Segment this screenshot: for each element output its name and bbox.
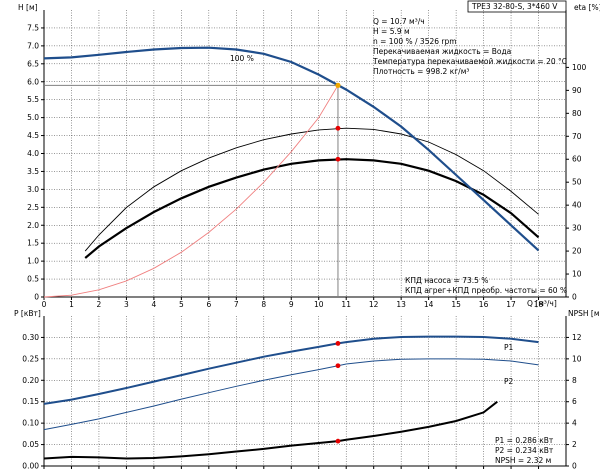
- x-tick-label: 16: [479, 300, 489, 309]
- x-tick-label: 18: [534, 300, 544, 309]
- npsh-tick-label: 6: [572, 397, 577, 406]
- p-tick-label: 0.00: [22, 462, 39, 471]
- p1-value-text: P1 = 0.286 кВт: [495, 436, 554, 445]
- pump-model-label: TPE3 32-80-S, 3*460 V: [471, 2, 558, 11]
- x-tick-label: 14: [424, 300, 434, 309]
- p1-curve-label: P1: [504, 343, 514, 352]
- npsh-value-text: NPSH = 2.32 м: [495, 456, 551, 465]
- x-tick-label: 5: [179, 300, 184, 309]
- eta-axis-label: eta [%]: [574, 3, 600, 12]
- info-head: H = 5.9 м: [373, 27, 410, 36]
- x-tick-label: 0: [42, 300, 47, 309]
- h-tick-label: 4.5: [27, 131, 39, 140]
- flow-axis-label: Q [м³/ч]: [527, 299, 557, 308]
- eta-tick-label: 70: [572, 132, 582, 141]
- h-tick-label: 0.5: [27, 275, 39, 284]
- p2-curve: [43, 358, 539, 431]
- npsh-curve: [43, 400, 498, 460]
- info-speed: n = 100 % / 3526 rpm: [373, 37, 457, 46]
- info-flow: Q = 10.7 м³/ч: [373, 17, 425, 26]
- power-info-block: P1 = 0.286 кВт P2 = 0.234 кВт NPSH = 2.3…: [495, 436, 554, 465]
- eta-tick-label: 0: [572, 293, 577, 302]
- x-tick-label: 1: [69, 300, 74, 309]
- eta-tick-label: 30: [572, 224, 582, 233]
- x-tick-label: 6: [206, 300, 211, 309]
- eta-tick-label: 40: [572, 201, 582, 210]
- h-tick-label: 2.0: [27, 221, 39, 230]
- x-tick-label: 12: [369, 300, 379, 309]
- eta-tick-label: 10: [572, 270, 582, 279]
- x-tick-label: 7: [234, 300, 239, 309]
- h-tick-label: 4.0: [27, 149, 39, 158]
- eta-tick-label: 90: [572, 86, 582, 95]
- duty-point-p1: [335, 341, 341, 346]
- h-tick-label: 3.5: [27, 167, 39, 176]
- h-tick-label: 1.5: [27, 239, 39, 248]
- npsh-tick-label: 10: [572, 354, 582, 363]
- unit-efficiency-text: КПД агрег+КПД преобр. частоты = 60 %: [405, 286, 567, 295]
- npsh-tick-label: 4: [572, 419, 577, 428]
- npsh-tick-label: 0: [572, 462, 577, 471]
- p-tick-label: 0.05: [22, 440, 39, 449]
- h-tick-label: 0: [34, 293, 39, 302]
- p-tick-label: 0.15: [22, 397, 39, 406]
- pump-efficiency-curve: [84, 127, 539, 252]
- p1-curve: [43, 335, 539, 405]
- h-tick-label: 2.5: [27, 203, 39, 212]
- h-tick-label: 3.0: [27, 185, 39, 194]
- unit-efficiency-curve: [84, 158, 540, 259]
- info-temperature: Температура перекачиваемой жидкости = 20…: [372, 57, 567, 66]
- info-density: Плотность = 998.2 кг/м³: [373, 67, 469, 76]
- h-tick-label: 7.5: [27, 23, 39, 32]
- power-npsh-plot: 0.00 0.05 0.10 0.15 0.20 0.25 0.30 0 2 4 6 8 10 12 P …: [14, 309, 600, 471]
- p-tick-label: 0.25: [22, 354, 39, 363]
- duty-point-pump-efficiency: [335, 125, 341, 131]
- h-tick-label: 5.5: [27, 95, 39, 104]
- head-curve: [43, 46, 540, 252]
- x-tick-label: 13: [396, 300, 406, 309]
- head-axis-label: H [м]: [18, 3, 38, 12]
- h-tick-label: 5.0: [27, 113, 39, 122]
- duty-point-npsh: [335, 438, 341, 444]
- eta-tick-label: 50: [572, 178, 582, 187]
- x-tick-label: 17: [506, 300, 516, 309]
- x-tick-label: 2: [97, 300, 102, 309]
- x-tick-label: 15: [451, 300, 461, 309]
- x-tick-label: 9: [289, 300, 294, 309]
- duty-info-block: Q = 10.7 м³/ч H = 5.9 м n = 100 % / 3526…: [372, 17, 567, 76]
- pump-efficiency-text: КПД насоса = 73.5 %: [405, 276, 488, 285]
- info-liquid: Перекачиваемая жидкость = Вода: [373, 47, 511, 56]
- p-tick-label: 0.10: [22, 419, 39, 428]
- npsh-tick-label: 8: [572, 376, 577, 385]
- eta-tick-label: 100: [572, 63, 587, 72]
- x-tick-label: 10: [314, 300, 324, 309]
- eta-tick-label: 80: [572, 109, 582, 118]
- head-efficiency-plot: 0 1 2 3 4 5 6 7 8 9 10 11 12 13 14 15 16 17 1800.51.01.52.…: [18, 0, 600, 309]
- duty-point-p2: [335, 363, 341, 369]
- eta-tick-label: 20: [572, 247, 582, 256]
- h-tick-label: 7.0: [27, 41, 39, 50]
- system-curve: [43, 85, 339, 298]
- x-tick-label: 4: [152, 300, 157, 309]
- x-tick-label: 8: [261, 300, 266, 309]
- speed-curve-label: 100 %: [230, 54, 254, 63]
- efficiency-info-block: КПД насоса = 73.5 % КПД агрег+КПД преобр…: [405, 276, 567, 295]
- npsh-tick-label: 2: [572, 440, 577, 449]
- power-axis-label: P [кВт]: [14, 309, 41, 318]
- x-tick-label: 3: [124, 300, 129, 309]
- duty-point-unit-efficiency: [335, 156, 341, 162]
- npsh-tick-label: 12: [572, 333, 582, 342]
- h-tick-label: 1.0: [27, 257, 39, 266]
- x-tick-label: 11: [341, 300, 351, 309]
- p2-value-text: P2 = 0.234 кВт: [495, 446, 554, 455]
- h-tick-label: 6.0: [27, 77, 39, 86]
- h-tick-label: 6.5: [27, 59, 39, 68]
- p-tick-label: 0.30: [22, 333, 39, 342]
- npsh-axis-label: NPSH [м]: [568, 309, 600, 318]
- p-tick-label: 0.20: [22, 376, 39, 385]
- p2-curve-label: P2: [504, 377, 514, 386]
- duty-point-head: [335, 82, 341, 88]
- eta-tick-label: 60: [572, 155, 582, 164]
